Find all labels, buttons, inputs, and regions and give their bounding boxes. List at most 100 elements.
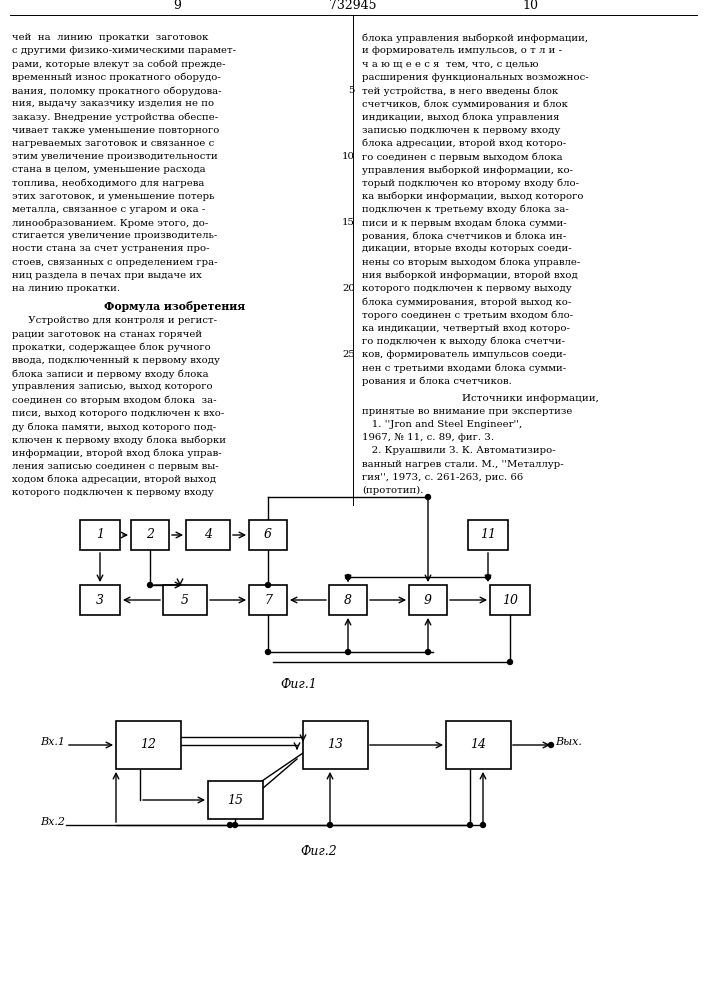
Text: этих заготовок, и уменьшение потерь: этих заготовок, и уменьшение потерь: [12, 192, 214, 201]
Circle shape: [346, 650, 351, 654]
Text: 5: 5: [181, 593, 189, 606]
Circle shape: [228, 822, 233, 828]
Text: чивает также уменьшение повторного: чивает также уменьшение повторного: [12, 126, 219, 135]
Bar: [207, 781, 262, 819]
Text: Устройство для контроля и регист-: Устройство для контроля и регист-: [12, 316, 217, 325]
Text: нагреваемых заготовок и связанное с: нагреваемых заготовок и связанное с: [12, 139, 214, 148]
Text: ка выборки информации, выход которого: ка выборки информации, выход которого: [362, 192, 583, 201]
Text: 5: 5: [349, 86, 355, 95]
Text: временный износ прокатного оборудо-: временный износ прокатного оборудо-: [12, 73, 221, 82]
Text: тей устройства, в него введены блок: тей устройства, в него введены блок: [362, 86, 559, 96]
Text: 10: 10: [502, 593, 518, 606]
Text: 1: 1: [96, 528, 104, 542]
Bar: [490, 585, 530, 615]
Bar: [115, 721, 180, 769]
Text: Формула изобретения: Формула изобретения: [105, 301, 245, 312]
Text: 1. ''Jron and Steel Engineer'',: 1. ''Jron and Steel Engineer'',: [362, 420, 522, 429]
Bar: [80, 585, 120, 615]
Text: рования и блока счетчиков.: рования и блока счетчиков.: [362, 376, 512, 386]
Circle shape: [426, 494, 431, 499]
Text: рации заготовок на станах горячей: рации заготовок на станах горячей: [12, 330, 202, 339]
Circle shape: [549, 742, 554, 748]
Circle shape: [148, 582, 153, 587]
Text: ч а ю щ е е с я  тем, что, с целью: ч а ю щ е е с я тем, что, с целью: [362, 60, 539, 69]
Text: блока адресации, второй вход которо-: блока адресации, второй вход которо-: [362, 139, 566, 148]
Text: Вх.1: Вх.1: [40, 737, 65, 747]
Text: ходом блока адресации, второй выход: ходом блока адресации, второй выход: [12, 475, 216, 484]
Text: Вх.2: Вх.2: [40, 817, 65, 827]
Bar: [249, 520, 287, 550]
Circle shape: [508, 660, 513, 664]
Text: 14: 14: [470, 738, 486, 752]
Text: стоев, связанных с определением гра-: стоев, связанных с определением гра-: [12, 258, 218, 267]
Text: счетчиков, блок суммирования и блок: счетчиков, блок суммирования и блок: [362, 99, 568, 109]
Text: 2. Круашвили З. К. Автоматизиро-: 2. Круашвили З. К. Автоматизиро-: [362, 446, 556, 455]
Text: ключен к первому входу блока выборки: ключен к первому входу блока выборки: [12, 435, 226, 445]
Text: го соединен с первым выходом блока: го соединен с первым выходом блока: [362, 152, 563, 162]
Text: прокатки, содержащее блок ручного: прокатки, содержащее блок ручного: [12, 343, 211, 352]
Bar: [163, 585, 207, 615]
Text: 15: 15: [227, 794, 243, 806]
Text: Источники информации,: Источники информации,: [462, 394, 598, 403]
Text: ния выборкой информации, второй вход: ния выборкой информации, второй вход: [362, 271, 578, 280]
Text: с другими физико-химическими парамет-: с другими физико-химическими парамет-: [12, 46, 236, 55]
Text: ков, формирователь импульсов соеди-: ков, формирователь импульсов соеди-: [362, 350, 566, 359]
Text: рования, блока счетчиков и блока ин-: рования, блока счетчиков и блока ин-: [362, 231, 566, 241]
Bar: [80, 520, 120, 550]
Text: торый подключен ко второму входу бло-: торый подключен ко второму входу бло-: [362, 178, 579, 188]
Bar: [329, 585, 367, 615]
Text: металла, связанное с угаром и ока -: металла, связанное с угаром и ока -: [12, 205, 205, 214]
Text: ния, выдачу заказчику изделия не по: ния, выдачу заказчику изделия не по: [12, 99, 214, 108]
Text: 13: 13: [327, 738, 343, 752]
Text: записью подключен к первому входу: записью подключен к первому входу: [362, 126, 561, 135]
Text: принятые во внимание при экспертизе: принятые во внимание при экспертизе: [362, 407, 573, 416]
Text: управления записью, выход которого: управления записью, выход которого: [12, 382, 213, 391]
Text: ванный нагрев стали. М., ''Металлур-: ванный нагрев стали. М., ''Металлур-: [362, 460, 563, 469]
Text: 11: 11: [480, 528, 496, 542]
Bar: [186, 520, 230, 550]
Text: 7: 7: [264, 593, 272, 606]
Text: 9: 9: [173, 0, 181, 12]
Text: которого подключен к первому входу: которого подключен к первому входу: [12, 488, 214, 497]
Text: нены со вторым выходом блока управле-: нены со вторым выходом блока управле-: [362, 258, 580, 267]
Text: 4: 4: [204, 528, 212, 542]
Circle shape: [266, 650, 271, 654]
Bar: [468, 520, 508, 550]
Circle shape: [486, 574, 491, 580]
Text: 3: 3: [96, 593, 104, 606]
Text: 2: 2: [146, 528, 154, 542]
Bar: [445, 721, 510, 769]
Text: блока записи и первому входу блока: блока записи и первому входу блока: [12, 369, 209, 379]
Text: 10: 10: [522, 0, 538, 12]
Text: линообразованием. Кроме этого, до-: линообразованием. Кроме этого, до-: [12, 218, 209, 228]
Text: ности стана за счет устранения про-: ности стана за счет устранения про-: [12, 244, 209, 253]
Bar: [131, 520, 169, 550]
Text: 25: 25: [342, 350, 355, 359]
Text: ка индикации, четвертый вход которо-: ка индикации, четвертый вход которо-: [362, 324, 570, 333]
Text: писи, выход которого подключен к вхо-: писи, выход которого подключен к вхо-: [12, 409, 224, 418]
Text: (прототип).: (прототип).: [362, 486, 423, 495]
Circle shape: [233, 822, 238, 828]
Text: индикации, выход блока управления: индикации, выход блока управления: [362, 112, 559, 122]
Text: 12: 12: [140, 738, 156, 752]
Text: на линию прокатки.: на линию прокатки.: [12, 284, 120, 293]
Text: соединен со вторым входом блока  за-: соединен со вторым входом блока за-: [12, 396, 216, 405]
Text: ду блока памяти, выход которого под-: ду блока памяти, выход которого под-: [12, 422, 216, 432]
Text: информации, второй вход блока управ-: информации, второй вход блока управ-: [12, 448, 221, 458]
Text: рами, которые влекут за собой прежде-: рами, которые влекут за собой прежде-: [12, 60, 226, 69]
Text: ления записью соединен с первым вы-: ления записью соединен с первым вы-: [12, 462, 218, 471]
Text: писи и к первым входам блока сумми-: писи и к первым входам блока сумми-: [362, 218, 566, 228]
Text: заказу. Внедрение устройства обеспе-: заказу. Внедрение устройства обеспе-: [12, 112, 218, 122]
Text: чей  на  линию  прокатки  заготовок: чей на линию прокатки заготовок: [12, 33, 209, 42]
Text: стигается увеличение производитель-: стигается увеличение производитель-: [12, 231, 217, 240]
Text: го подключен к выходу блока счетчи-: го подключен к выходу блока счетчи-: [362, 337, 565, 346]
Bar: [249, 585, 287, 615]
Text: и формирователь импульсов, о т л и -: и формирователь импульсов, о т л и -: [362, 46, 562, 55]
Text: 10: 10: [342, 152, 355, 161]
Text: торого соединен с третьим входом бло-: торого соединен с третьим входом бло-: [362, 310, 573, 320]
Circle shape: [481, 822, 486, 828]
Text: 732945: 732945: [329, 0, 377, 12]
Text: вания, поломку прокатного оборудова-: вания, поломку прокатного оборудова-: [12, 86, 221, 96]
Text: дикации, вторые входы которых соеди-: дикации, вторые входы которых соеди-: [362, 244, 572, 253]
Bar: [303, 721, 368, 769]
